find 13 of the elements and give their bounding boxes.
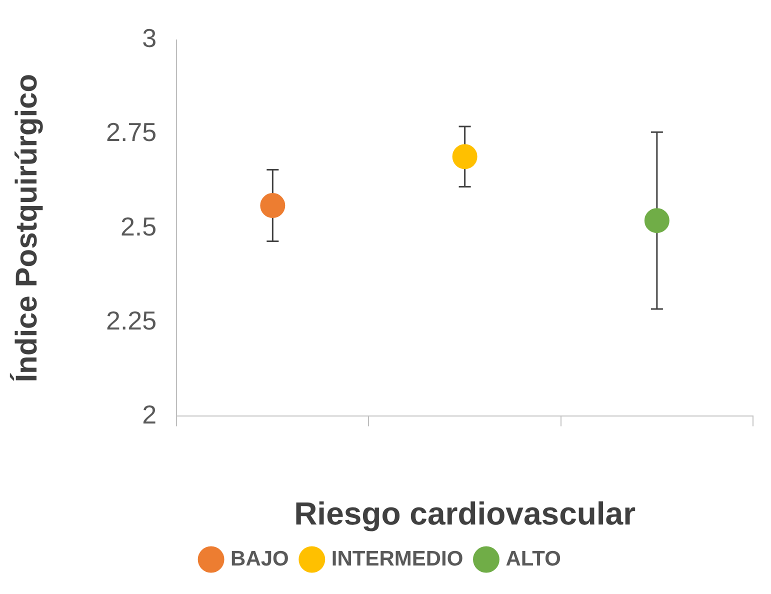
point xyxy=(260,193,286,218)
y-axis-title: Índice Postquirúrgico xyxy=(9,74,44,382)
y-tick-label: 2.75 xyxy=(106,117,157,148)
legend-label: INTERMEDIO xyxy=(331,547,464,570)
legend-label: ALTO xyxy=(506,547,561,570)
y-tick-label: 3 xyxy=(142,23,157,54)
point xyxy=(644,208,670,234)
legend-label: BAJO xyxy=(230,547,289,570)
x-axis-title: Riesgo cardiovascular xyxy=(294,496,636,532)
y-tick-label: 2.5 xyxy=(120,211,157,242)
point xyxy=(452,144,478,170)
y-tick-label: 2.25 xyxy=(106,305,157,336)
y-tick-label: 2 xyxy=(142,399,157,430)
